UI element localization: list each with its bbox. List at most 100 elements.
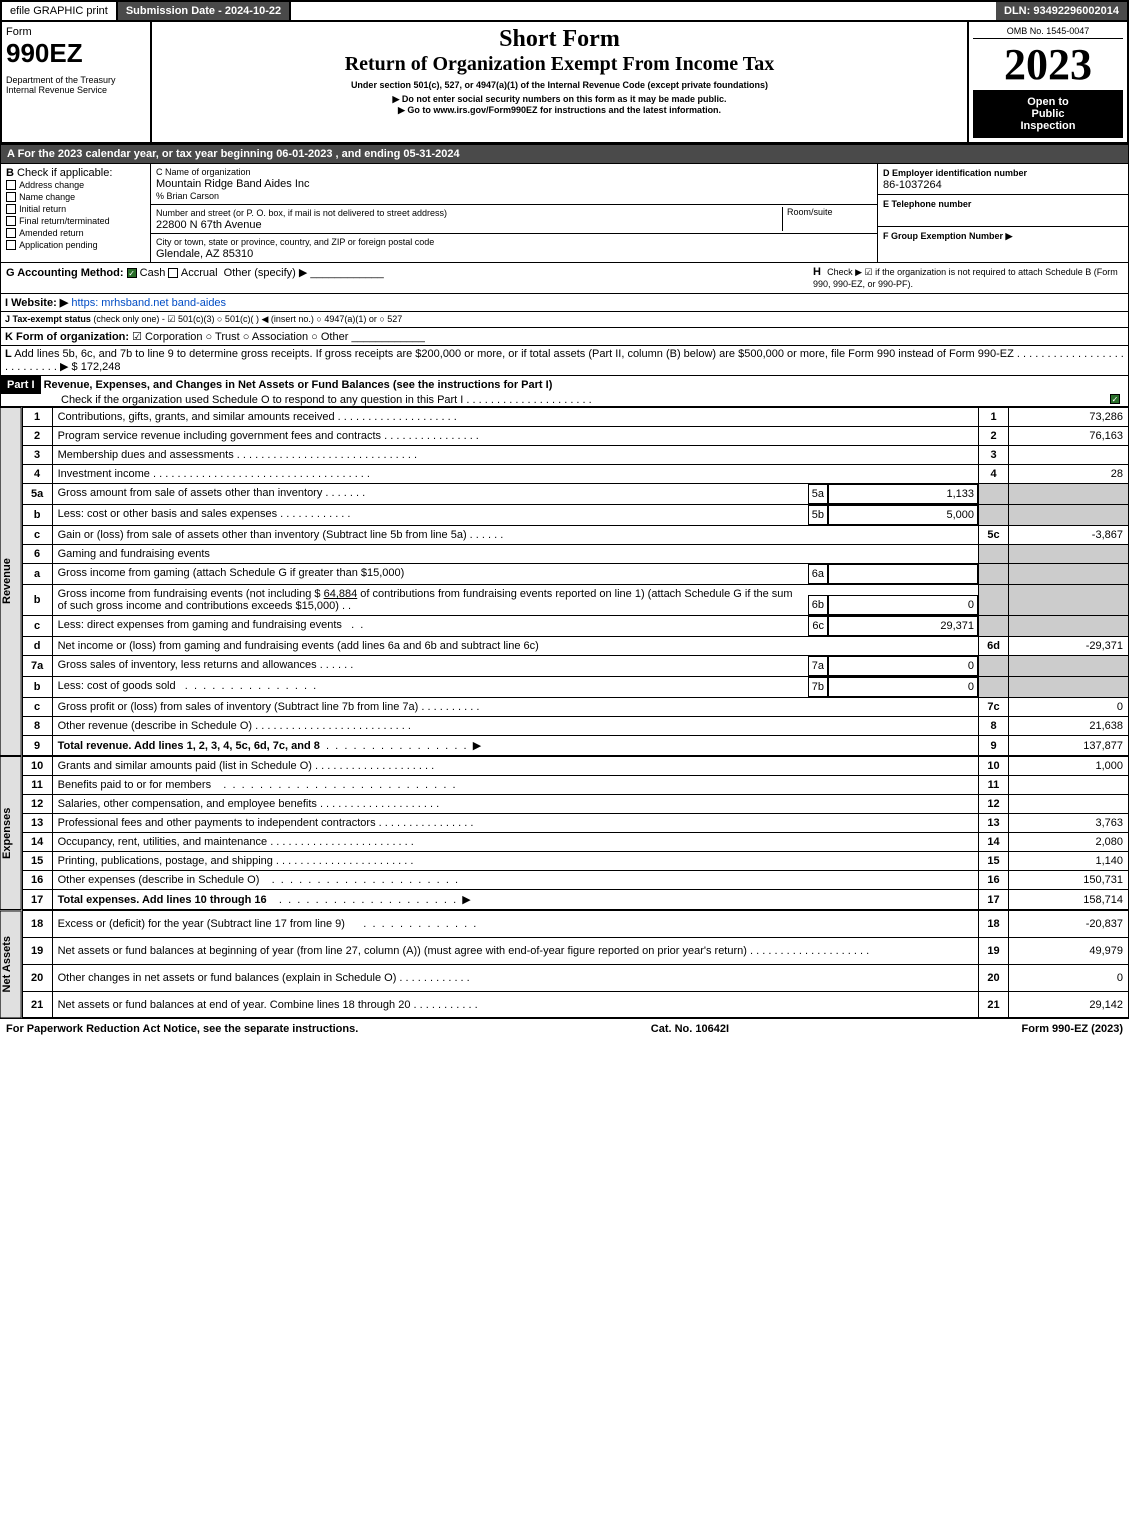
line4-val: 28 [1009,465,1129,484]
header-right: OMB No. 1545-0047 2023 Open to Public In… [967,22,1127,142]
opt-final-return: Final return/terminated [19,216,110,226]
e-label: E Telephone number [883,199,971,209]
form-header: Form 990EZ Department of the Treasury In… [0,22,1129,144]
line-3: 3Membership dues and assessments . . . .… [22,446,1128,465]
org-info-block: B Check if applicable: Address change Na… [0,164,1129,263]
line-8: 8Other revenue (describe in Schedule O) … [22,717,1128,736]
ein-value: 86-1037264 [883,179,942,191]
f-label: F Group Exemption Number ▶ [883,231,1012,241]
revenue-table: 1Contributions, gifts, grants, and simil… [22,407,1129,756]
line20-val: 0 [1009,964,1129,991]
i-label: I Website: ▶ [5,297,68,309]
checkbox-accrual[interactable] [168,268,178,278]
line3-val [1009,446,1129,465]
row-j: J Tax-exempt status (check only one) - ☑… [0,312,1129,328]
line2-desc: Program service revenue including govern… [58,430,381,442]
website-link[interactable]: https: mrhsband.net band-aides [71,297,226,309]
netassets-body: Net Assets 18Excess or (deficit) for the… [0,910,1129,1018]
checkbox-final-return[interactable] [6,216,16,226]
line-10: 10Grants and similar amounts paid (list … [22,757,1128,776]
line14-desc: Occupancy, rent, utilities, and maintena… [58,836,268,848]
line7a-sub: 7a [808,656,828,676]
line11-desc: Benefits paid to or for members [58,779,211,791]
line-a: A For the 2023 calendar year, or tax yea… [0,144,1129,164]
opt-pending: Application pending [19,240,98,250]
g-cash: Cash [140,267,166,279]
line-5b: bLess: cost or other basis and sales exp… [22,505,1128,526]
footer-catno: Cat. No. 10642I [651,1023,729,1035]
line-6d: dNet income or (loss) from gaming and fu… [22,637,1128,656]
checkbox-name-change[interactable] [6,192,16,202]
line-7b: bLess: cost of goods sold . . . . . . . … [22,677,1128,698]
line14-val: 2,080 [1009,833,1129,852]
line7c-val: 0 [1009,698,1129,717]
j-text: (check only one) - ☑ 501(c)(3) ○ 501(c)(… [93,314,402,324]
line-2: 2Program service revenue including gover… [22,427,1128,446]
checkbox-amended[interactable] [6,228,16,238]
line5a-subval: 1,133 [828,484,978,504]
line13-desc: Professional fees and other payments to … [58,817,376,829]
line6c-desc: Less: direct expenses from gaming and fu… [58,619,342,631]
line7a-desc: Gross sales of inventory, less returns a… [58,659,317,671]
c-label: C Name of organization [156,167,251,177]
room-suite-label: Room/suite [782,207,872,231]
header-left: Form 990EZ Department of the Treasury In… [2,22,152,142]
under-section: Under section 501(c), 527, or 4947(a)(1)… [156,80,963,90]
line1-val: 73,286 [1009,408,1129,427]
line6b-desc-pre: Gross income from fundraising events (no… [58,588,324,600]
line6c-sub: 6c [808,616,828,636]
efile-label: efile GRAPHIC print [2,2,118,20]
netassets-label: Net Assets [0,910,22,1018]
line-18: 18Excess or (deficit) for the year (Subt… [22,911,1128,938]
line9-arrow: ▶ [473,740,481,752]
line17-desc: Total expenses. Add lines 10 through 16 [58,894,267,906]
form-number: 990EZ [6,38,146,69]
goto-link[interactable]: ▶ Go to www.irs.gov/Form990EZ for instru… [156,105,963,116]
dln: DLN: 93492296002014 [996,2,1127,20]
part1-title: Revenue, Expenses, and Changes in Net As… [44,379,553,391]
checkbox-cash[interactable]: ✓ [127,268,137,278]
line-7a: 7a Gross sales of inventory, less returns… [22,656,1128,677]
line-5c: cGain or (loss) from sale of assets othe… [22,526,1128,545]
line-17: 17Total expenses. Add lines 10 through 1… [22,890,1128,910]
checkbox-address-change[interactable] [6,180,16,190]
row-k: K Form of organization: ☑ Corporation ○ … [0,328,1129,346]
submission-date: Submission Date - 2024-10-22 [118,2,291,20]
line20-desc: Other changes in net assets or fund bala… [58,972,397,984]
line-6: 6Gaming and fundraising events [22,545,1128,564]
line-6b: bGross income from fundraising events (n… [22,585,1128,616]
open-line3: Inspection [979,120,1117,132]
care-of: % Brian Carson [156,191,219,201]
line-14: 14Occupancy, rent, utilities, and mainte… [22,833,1128,852]
street-label: Number and street (or P. O. box, if mail… [156,208,447,218]
line-20: 20Other changes in net assets or fund ba… [22,964,1128,991]
line5c-desc: Gain or (loss) from sale of assets other… [58,529,467,541]
city-label: City or town, state or province, country… [156,237,434,247]
expenses-label: Expenses [0,756,22,910]
irs-label: Internal Revenue Service [6,85,146,95]
d-label: D Employer identification number [883,168,1027,178]
line17-val: 158,714 [1009,890,1129,910]
ssn-warning: ▶ Do not enter social security numbers o… [156,94,963,105]
part1-body: Revenue 1Contributions, gifts, grants, a… [0,407,1129,756]
expenses-table: 10Grants and similar amounts paid (list … [22,756,1129,910]
line-9: 9Total revenue. Add lines 1, 2, 3, 4, 5c… [22,736,1128,756]
line7b-subval: 0 [828,677,978,697]
line-4: 4Investment income . . . . . . . . . . .… [22,465,1128,484]
line16-val: 150,731 [1009,871,1129,890]
part1-header: Part I Revenue, Expenses, and Changes in… [0,376,1129,407]
dept-label: Department of the Treasury [6,75,146,85]
line19-desc: Net assets or fund balances at beginning… [58,945,747,957]
line6a-subval [828,564,978,584]
open-public-box: Open to Public Inspection [973,90,1123,138]
line6a-sub: 6a [808,564,828,584]
line12-val [1009,795,1129,814]
line-15: 15Printing, publications, postage, and s… [22,852,1128,871]
g-label: G Accounting Method: [6,267,124,279]
checkbox-pending[interactable] [6,240,16,250]
line11-val [1009,776,1129,795]
checkbox-initial-return[interactable] [6,204,16,214]
line6-desc: Gaming and fundraising events [52,545,978,564]
checkbox-schedule-o[interactable]: ✓ [1110,394,1120,404]
row-gh: G Accounting Method: ✓ Cash Accrual Othe… [0,263,1129,294]
